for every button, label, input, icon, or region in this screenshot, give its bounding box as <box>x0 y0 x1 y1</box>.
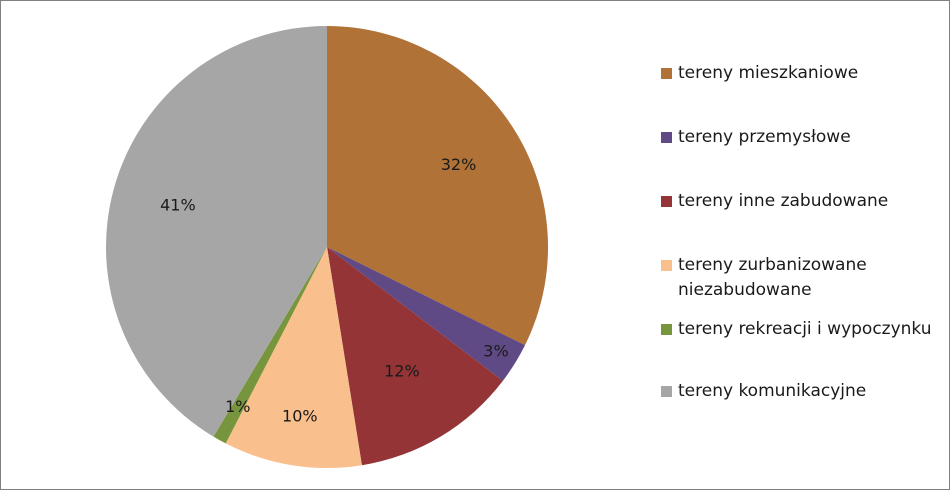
legend-swatch <box>661 132 672 143</box>
legend-item: tereny komunikacyjne <box>661 379 938 404</box>
pie-slice <box>327 247 503 466</box>
legend-label: tereny przemysłowe <box>678 127 851 147</box>
legend-label: tereny mieszkaniowe <box>678 63 859 83</box>
legend-label: tereny inne zabudowane <box>678 191 889 211</box>
legend-swatch <box>661 324 672 335</box>
legend-swatch <box>661 68 672 79</box>
legend-item: tereny inne zabudowane <box>661 189 938 214</box>
legend-item: tereny mieszkaniowe <box>661 61 938 86</box>
legend-label: tereny zurbanizowane niezabudowane <box>678 255 867 300</box>
legend-item: tereny rekreacji i wypoczynku <box>661 317 938 342</box>
pie-chart: 32% 3% 12% 10% 1% 41% <box>106 26 548 468</box>
legend-item: tereny zurbanizowane niezabudowane <box>661 253 938 303</box>
legend-label: tereny komunikacyjne <box>678 381 867 401</box>
slice-data-label: 32% <box>441 155 477 174</box>
slice-data-label: 10% <box>282 407 318 426</box>
pie-slice <box>213 247 327 444</box>
legend-item: tereny przemysłowe <box>661 125 938 150</box>
slice-data-label: 12% <box>384 362 420 381</box>
slice-data-label: 41% <box>160 195 196 214</box>
pie-slice <box>106 26 327 437</box>
legend-swatch <box>661 260 672 271</box>
pie-slice <box>225 247 362 468</box>
legend-swatch <box>661 386 672 397</box>
pie-slice <box>327 26 548 346</box>
legend-swatch <box>661 196 672 207</box>
pie-slice <box>327 247 526 381</box>
legend-label: tereny rekreacji i wypoczynku <box>678 319 932 339</box>
slice-data-label: 3% <box>483 341 508 360</box>
slice-data-label: 1% <box>225 397 250 416</box>
